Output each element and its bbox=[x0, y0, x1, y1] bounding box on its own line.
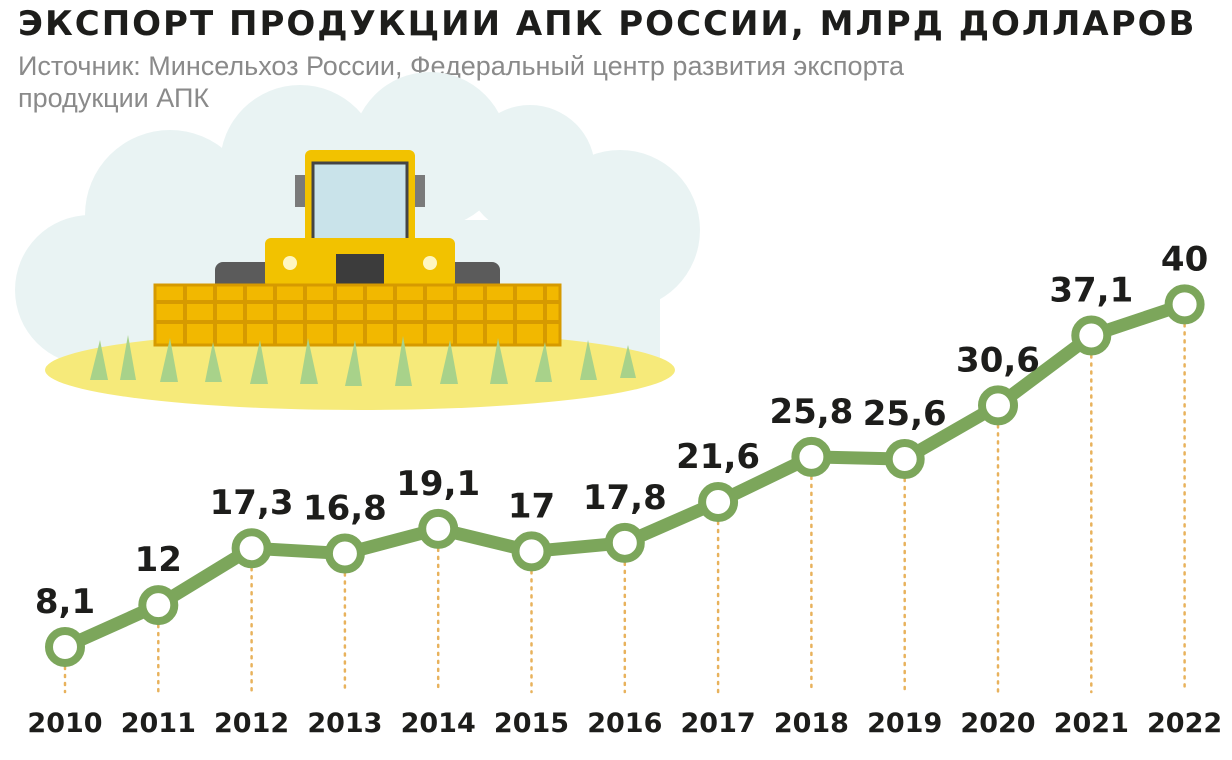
data-point bbox=[604, 522, 645, 563]
data-label: 8,1 bbox=[35, 582, 95, 622]
x-tick-label: 2014 bbox=[401, 708, 476, 739]
x-tick-label: 2010 bbox=[27, 708, 102, 739]
data-label: 17 bbox=[508, 486, 555, 526]
x-tick-label: 2020 bbox=[960, 708, 1035, 739]
data-point bbox=[138, 585, 179, 626]
x-axis-labels: 2010 2011 2012 2013 2014 2015 2016 2017 2018 2019… bbox=[27, 708, 1222, 739]
data-label: 16,8 bbox=[303, 489, 387, 529]
data-point bbox=[978, 385, 1018, 426]
value-labels: 8,1 12 17,3 16,819,1 17 17,821,625,8 25,630,63… bbox=[35, 239, 1208, 622]
data-point bbox=[324, 533, 365, 574]
data-label: 17,3 bbox=[210, 483, 294, 523]
x-tick-label: 2011 bbox=[121, 708, 196, 739]
data-label: 40 bbox=[1161, 239, 1208, 279]
data-label: 25,6 bbox=[863, 394, 947, 434]
chart-source: Источник: Минсельхоз России, Федеральный… bbox=[18, 51, 905, 113]
data-label: 37,1 bbox=[1049, 271, 1133, 311]
x-tick-label: 2022 bbox=[1147, 708, 1222, 739]
data-point bbox=[511, 531, 552, 572]
data-label: 30,6 bbox=[956, 340, 1040, 380]
data-point bbox=[884, 439, 925, 480]
point-markers bbox=[45, 284, 1205, 667]
data-point bbox=[1071, 315, 1112, 356]
data-point bbox=[1164, 284, 1205, 325]
x-tick-label: 2018 bbox=[774, 708, 849, 739]
data-point bbox=[418, 508, 459, 549]
x-tick-label: 2021 bbox=[1054, 708, 1129, 739]
data-point bbox=[698, 482, 739, 523]
chart-title: ЭКСПОРТ ПРОДУКЦИИ АПК РОССИИ, МЛРД ДОЛЛА… bbox=[18, 4, 1197, 44]
x-tick-label: 2015 bbox=[494, 708, 569, 739]
x-tick-label: 2016 bbox=[587, 708, 662, 739]
data-point bbox=[45, 627, 85, 667]
data-point bbox=[231, 528, 272, 569]
data-label: 25,8 bbox=[769, 392, 853, 432]
field-ellipse bbox=[45, 330, 675, 410]
grass-tufts bbox=[90, 335, 636, 386]
data-label: 19,1 bbox=[396, 464, 480, 504]
x-tick-label: 2017 bbox=[681, 708, 756, 739]
x-tick-label: 2019 bbox=[867, 708, 942, 739]
harvester-illustration bbox=[15, 72, 700, 410]
data-label: 21,6 bbox=[676, 437, 760, 477]
harvester-icon bbox=[153, 150, 562, 347]
x-tick-label: 2013 bbox=[307, 708, 382, 739]
data-label: 17,8 bbox=[583, 478, 667, 518]
x-tick-label: 2012 bbox=[214, 708, 289, 739]
data-point bbox=[791, 436, 832, 477]
dotted-guides bbox=[63, 323, 1186, 694]
data-label: 12 bbox=[135, 540, 182, 580]
